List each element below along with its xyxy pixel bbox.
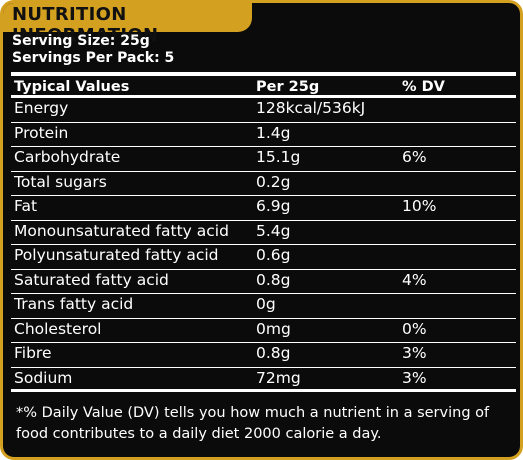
table-header-row: Typical Values Per 25g % DV xyxy=(11,78,516,98)
header-per-25g: Per 25g xyxy=(256,79,320,95)
nutrient-name: Trans fatty acid xyxy=(14,295,134,313)
nutrient-name: Saturated fatty acid xyxy=(14,270,169,289)
nutrient-amount: 0g xyxy=(256,295,276,313)
nutrient-dv: 0% xyxy=(402,319,427,338)
thick-divider xyxy=(11,72,516,76)
nutrient-name: Total sugars xyxy=(14,172,107,191)
table-row: Energy 128kcal/536kJ xyxy=(11,98,516,123)
table-row: Carbohydrate 15.1g 6% xyxy=(11,147,516,172)
nutrient-name: Fibre xyxy=(14,344,52,362)
table-row: Fat 6.9g 10% xyxy=(11,196,516,221)
table-row: Saturated fatty acid 0.8g 4% xyxy=(11,270,516,294)
table-row: Protein 1.4g xyxy=(11,123,516,147)
nutrient-name: Monounsaturated fatty acid xyxy=(14,221,229,240)
nutrition-table: Typical Values Per 25g % DV Energy 128kc… xyxy=(11,78,516,392)
nutrient-name: Energy xyxy=(14,99,69,117)
nutrient-amount: 128kcal/536kJ xyxy=(256,99,366,117)
table-row: Sodium 72mg 3% xyxy=(11,368,516,392)
nutrient-name: Protein xyxy=(14,123,69,142)
table-row: Trans fatty acid 0g xyxy=(11,294,516,319)
nutrient-amount: 6.9g xyxy=(256,197,291,215)
table-row: Cholesterol 0mg 0% xyxy=(11,319,516,343)
nutrient-amount: 0.6g xyxy=(256,246,291,264)
title-tab: NUTRITION INFORMATION xyxy=(3,3,252,46)
nutrient-name: Carbohydrate xyxy=(14,148,121,166)
nutrient-dv: 6% xyxy=(402,148,427,166)
table-row: Fibre 0.8g 3% xyxy=(11,343,516,368)
table-row: Polyunsaturated fatty acid 0.6g xyxy=(11,245,516,270)
servings-per-pack: Servings Per Pack: 5 xyxy=(12,50,175,66)
nutrient-amount: 72mg xyxy=(256,368,301,387)
nutrient-dv: 3% xyxy=(402,368,427,387)
nutrient-name: Fat xyxy=(14,197,38,215)
table-row: Monounsaturated fatty acid 5.4g xyxy=(11,221,516,245)
header-typical-values: Typical Values xyxy=(14,79,130,95)
nutrient-dv: 3% xyxy=(402,344,427,362)
dv-footnote: *% Daily Value (DV) tells you how much a… xyxy=(16,405,490,442)
nutrient-amount: 1.4g xyxy=(256,123,291,142)
nutrient-dv: 4% xyxy=(402,270,427,289)
nutrient-amount: 0.2g xyxy=(256,172,291,191)
nutrient-amount: 0mg xyxy=(256,319,291,338)
nutrition-title: NUTRITION INFORMATION xyxy=(12,4,159,46)
nutrient-name: Polyunsaturated fatty acid xyxy=(14,246,219,264)
nutrient-name: Sodium xyxy=(14,368,73,387)
header-dv: % DV xyxy=(402,79,445,95)
nutrient-dv: 10% xyxy=(402,197,437,215)
nutrient-amount: 15.1g xyxy=(256,148,301,166)
nutrient-name: Cholesterol xyxy=(14,319,102,338)
serving-size: Serving Size: 25g xyxy=(12,33,150,49)
nutrient-amount: 0.8g xyxy=(256,344,291,362)
nutrient-amount: 0.8g xyxy=(256,270,291,289)
table-row: Total sugars 0.2g xyxy=(11,172,516,196)
nutrient-amount: 5.4g xyxy=(256,221,291,240)
